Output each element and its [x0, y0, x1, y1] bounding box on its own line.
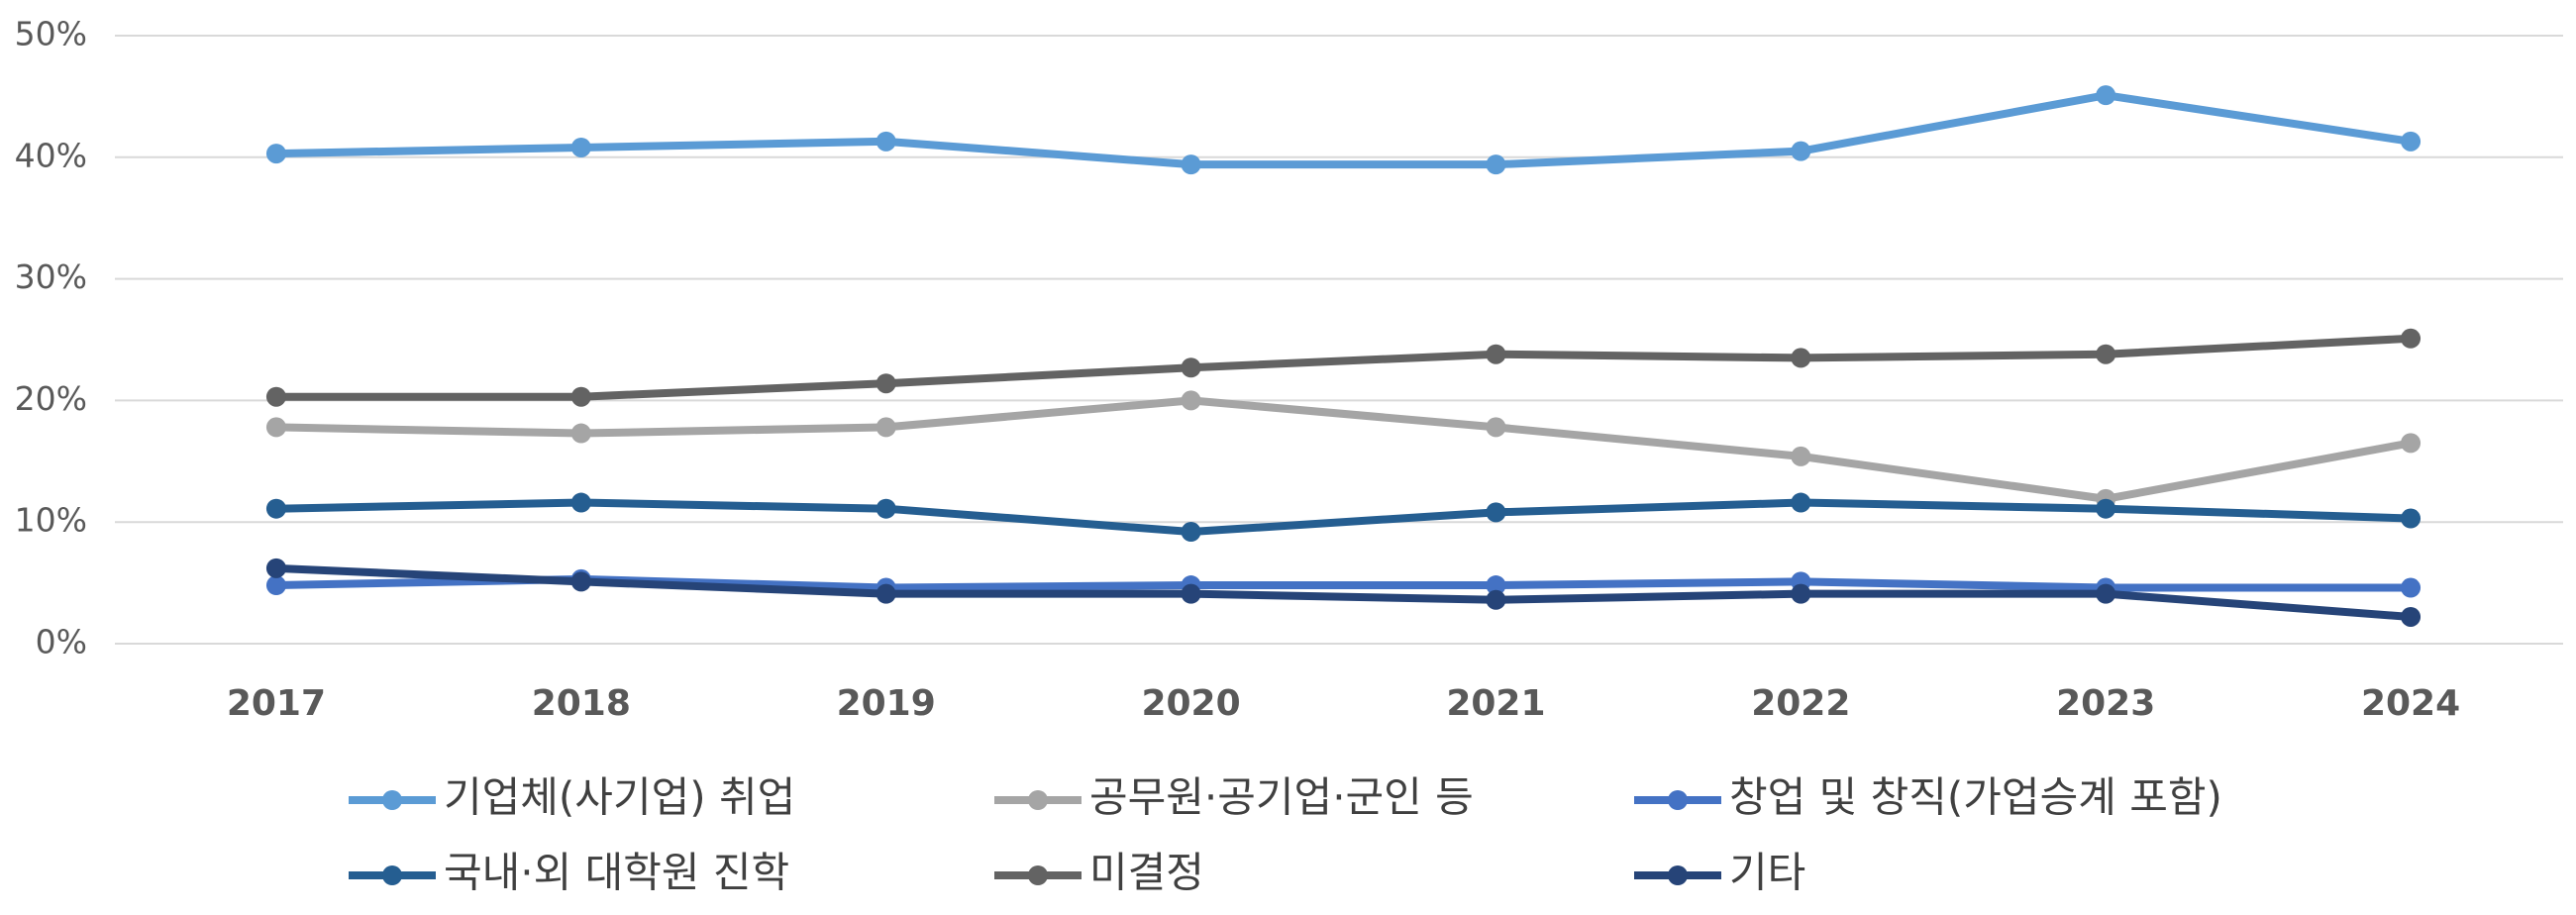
series-line [275, 498, 2412, 537]
legend-marker [1668, 790, 1688, 810]
point [876, 417, 896, 438]
legend-label: 기타 [1729, 849, 1805, 897]
point [2401, 328, 2421, 349]
y-tick-label: 20% [15, 379, 87, 418]
point [265, 575, 286, 596]
point [1791, 492, 1811, 513]
legend-label: 기업체(사기업) 취업 [444, 773, 795, 822]
point [265, 386, 286, 407]
point [1486, 589, 1506, 610]
x-tick-label: 2017 [227, 683, 326, 724]
point [570, 386, 591, 407]
x-tick-label: 2024 [2361, 683, 2460, 724]
y-tick-label: 50% [15, 15, 87, 53]
point [876, 583, 896, 604]
point [2096, 583, 2116, 604]
legend-label: 창업 및 창직(가업승계 포함) [1729, 773, 2222, 822]
point [1791, 141, 1811, 161]
point [2401, 131, 2421, 152]
point [1791, 583, 1811, 604]
point [2096, 344, 2116, 364]
point [265, 558, 286, 578]
y-tick-label: 40% [15, 136, 87, 174]
legend-marker [382, 865, 402, 885]
point [1181, 154, 1201, 175]
point [2401, 606, 2421, 627]
y-tick-label: 30% [15, 257, 87, 296]
point [1181, 357, 1201, 378]
series-line [275, 396, 2412, 503]
legend-marker [1028, 865, 1048, 885]
legend-label: 미결정 [1089, 849, 1204, 897]
point [265, 417, 286, 438]
point [570, 571, 591, 592]
point [876, 131, 896, 152]
point [1181, 522, 1201, 543]
x-tick-label: 2020 [1141, 683, 1240, 724]
x-tick-label: 2023 [2056, 683, 2155, 724]
legend-marker [1668, 865, 1688, 885]
legend-label: 국내·외 대학원 진학 [444, 849, 789, 897]
point [876, 373, 896, 394]
series-line [275, 334, 2412, 401]
point [1791, 348, 1811, 368]
point [1181, 583, 1201, 604]
point [2096, 85, 2116, 106]
legend-marker [1028, 790, 1048, 810]
point [876, 498, 896, 519]
series-line [275, 91, 2412, 169]
point [1791, 446, 1811, 466]
point [570, 137, 591, 157]
point [1486, 502, 1506, 523]
point [570, 492, 591, 513]
x-tick-label: 2021 [1446, 683, 1545, 724]
point [1486, 344, 1506, 364]
point [2096, 498, 2116, 519]
x-tick-label: 2022 [1751, 683, 1850, 724]
legend-marker [382, 790, 402, 810]
point [1486, 575, 1506, 596]
x-tick-label: 2019 [837, 683, 936, 724]
point [2401, 577, 2421, 598]
series-line [275, 563, 2412, 621]
y-tick-label: 10% [15, 501, 87, 540]
y-tick-label: 0% [36, 623, 87, 661]
point [2401, 508, 2421, 529]
legend-label: 공무원·공기업·군인 등 [1089, 773, 1474, 822]
x-tick-label: 2018 [532, 683, 631, 724]
point [265, 144, 286, 164]
point [1486, 154, 1506, 175]
point [570, 423, 591, 444]
point [2401, 433, 2421, 454]
point [1181, 390, 1201, 411]
point [1486, 417, 1506, 438]
point [265, 498, 286, 519]
